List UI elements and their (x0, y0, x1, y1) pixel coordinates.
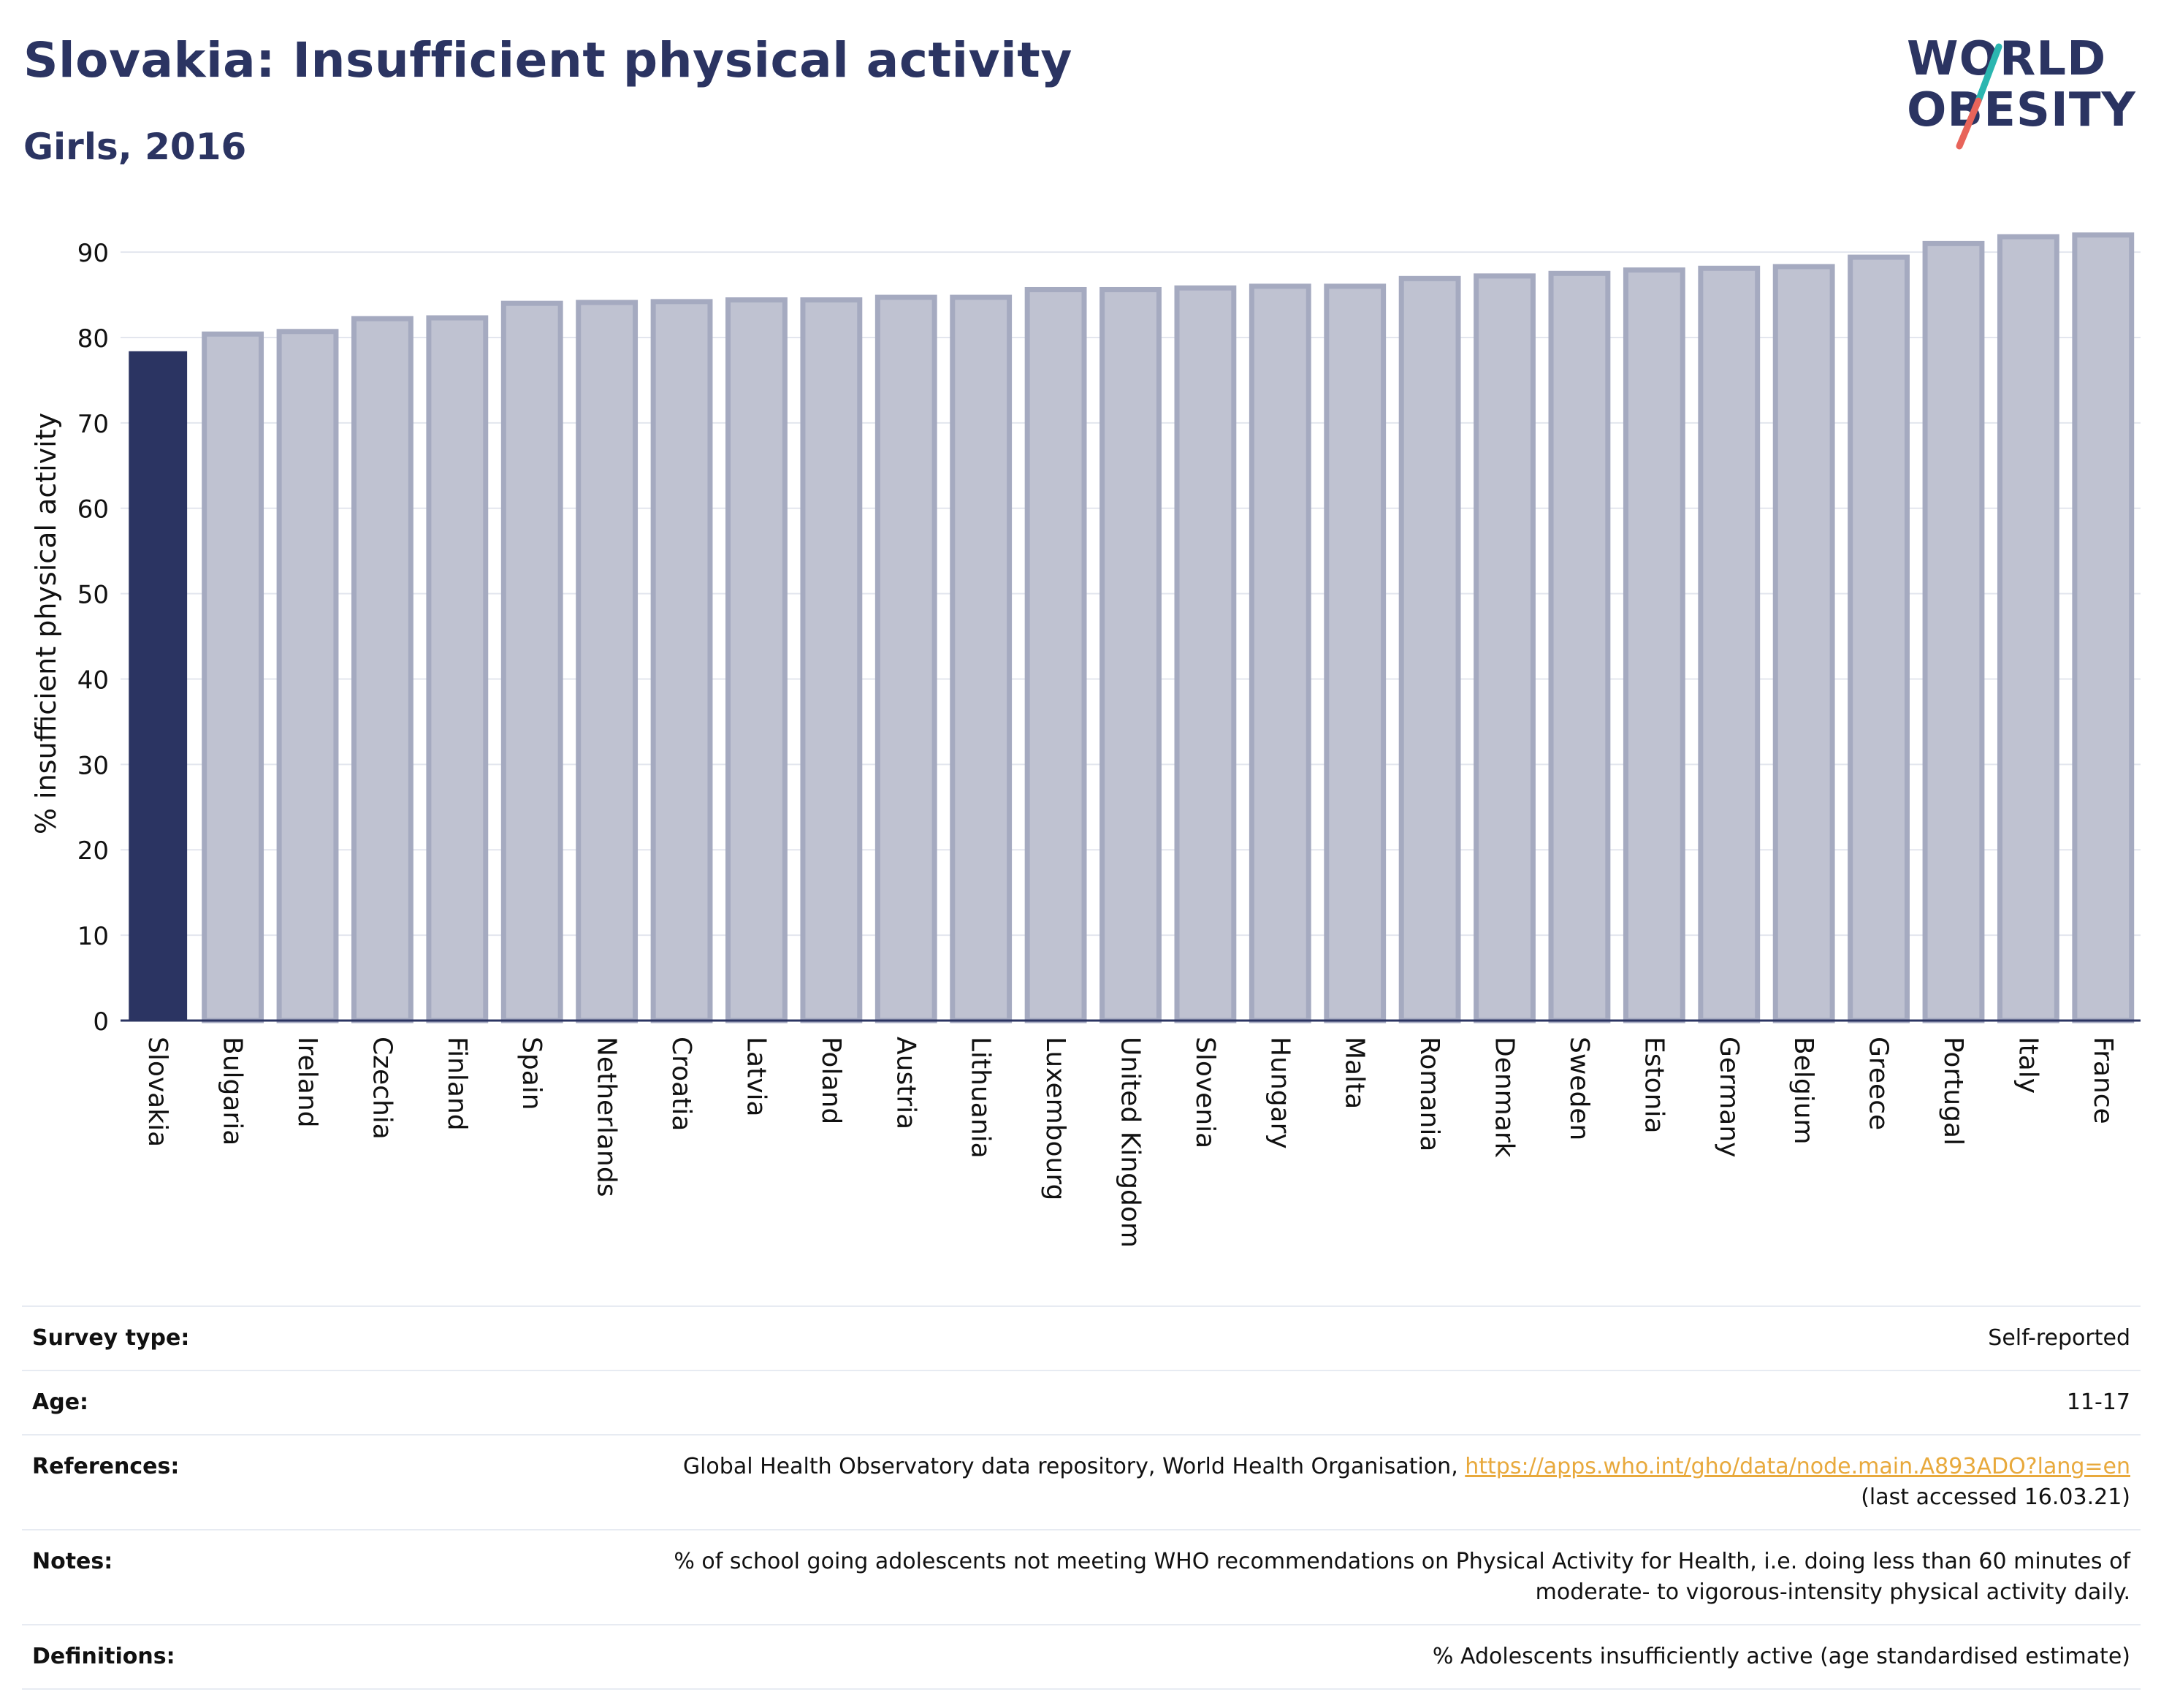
bar-chart: 0 10 20 30 40 50 60 70 80 90 % insufficient physic… (30, 232, 2141, 1248)
x-tick-label: Lithuania (966, 1037, 996, 1159)
bar (1922, 240, 1985, 1023)
bar (2072, 232, 2135, 1023)
chart-title: Slovakia: Insufficient physical activity (23, 32, 1072, 88)
bar (950, 294, 1013, 1023)
x-tick-label: Ireland (292, 1037, 322, 1128)
bar (1698, 265, 1761, 1023)
bar (1099, 286, 1162, 1023)
bar (202, 331, 264, 1023)
x-tick-label: Belgium (1788, 1037, 1818, 1145)
x-tick-label: Luxembourg (1040, 1037, 1070, 1200)
x-tick-label: Germany (1714, 1037, 1744, 1157)
references-value: Global Health Observatory data repositor… (481, 1435, 2141, 1530)
bar-highlight (129, 351, 188, 1022)
x-tick-label: Croatia (666, 1037, 696, 1131)
y-tick-label: 10 (77, 922, 109, 951)
y-tick-label: 30 (77, 751, 109, 780)
x-tick-label: Spain (517, 1037, 546, 1110)
bar (725, 297, 788, 1023)
bar (874, 294, 937, 1023)
bar (500, 300, 563, 1023)
y-tick-label: 60 (77, 495, 109, 525)
world-obesity-logo: WORLD OBESITY (1907, 22, 2141, 153)
y-tick-label: 0 (93, 1007, 109, 1037)
notes-line-1: % of school going adolescents not meetin… (674, 1549, 2130, 1574)
y-tick-label: 90 (77, 239, 109, 268)
info-table: Survey type: Self-reported Age: 11-17 Re… (22, 1305, 2141, 1690)
x-tick-label: Slovakia (142, 1037, 172, 1147)
logo-line-world: WORLD (1907, 32, 2107, 86)
x-tick-label: Italy (2013, 1037, 2043, 1094)
bar (1474, 273, 1536, 1023)
definitions-label: Definitions: (32, 1644, 175, 1669)
logo-slash-icon (1956, 43, 2002, 150)
x-tick-label: Latvia (741, 1037, 771, 1117)
x-tick-label: Denmark (1490, 1037, 1520, 1158)
references-access: (last accessed 16.03.21) (1861, 1484, 2130, 1510)
y-tick-label: 40 (77, 666, 109, 695)
bar (1772, 264, 1835, 1023)
references-label: References: (32, 1454, 180, 1479)
info-row-definitions: Definitions: % Adolescents insufficientl… (22, 1625, 2141, 1689)
bar (1324, 283, 1387, 1023)
bar (276, 329, 339, 1023)
bar (1024, 286, 1087, 1023)
bar (426, 315, 489, 1023)
chart-subtitle: Girls, 2016 (23, 126, 247, 168)
x-tick-label: Poland (816, 1037, 846, 1124)
y-tick-label: 20 (77, 836, 109, 866)
x-tick-label: United Kingdom (1116, 1037, 1146, 1248)
logo-line-obesity: OBESITY (1907, 83, 2136, 137)
survey-type-value: Self-reported (1988, 1325, 2130, 1351)
y-axis-label: % insufficient physical activity (30, 413, 62, 834)
bar (1174, 285, 1237, 1023)
x-tick-label: Slovenia (1190, 1037, 1220, 1148)
x-tick-label: Austria (891, 1037, 921, 1129)
bar (1623, 267, 1685, 1023)
info-row-age: Age: 11-17 (22, 1370, 2141, 1435)
x-tick-label: Greece (1864, 1037, 1894, 1130)
bar (1548, 270, 1611, 1023)
x-tick-label: Malta (1340, 1037, 1370, 1109)
age-label: Age: (32, 1389, 89, 1415)
x-tick-label: Netherlands (592, 1037, 622, 1197)
x-tick-label: Estonia (1639, 1037, 1669, 1134)
y-tick-label: 80 (77, 324, 109, 354)
references-link[interactable]: https://apps.who.int/gho/data/node.main.… (1465, 1454, 2130, 1479)
definitions-value: % Adolescents insufficiently active (age… (1432, 1644, 2130, 1669)
bar (576, 300, 639, 1023)
x-tick-label: Romania (1414, 1037, 1444, 1151)
bar (1848, 254, 1910, 1023)
notes-line-2: moderate- to vigorous-intensity physical… (1535, 1579, 2130, 1605)
x-tick-label: Finland (442, 1037, 472, 1131)
bar (800, 297, 863, 1023)
x-tick-label: Hungary (1265, 1037, 1295, 1149)
info-row-references: References: Global Health Observatory da… (22, 1435, 2141, 1530)
x-tick-label: Bulgaria (218, 1037, 248, 1145)
info-row-survey: Survey type: Self-reported (22, 1306, 2141, 1370)
notes-label: Notes: (32, 1549, 113, 1574)
age-value: 11-17 (2066, 1389, 2130, 1415)
bar (1249, 283, 1311, 1023)
x-tick-label: France (2088, 1037, 2118, 1124)
bar (1398, 275, 1461, 1023)
bar (351, 316, 413, 1023)
bar (650, 299, 713, 1023)
x-tick-label: Portugal (1938, 1037, 1968, 1145)
x-tick-label: Sweden (1564, 1037, 1594, 1140)
references-text: Global Health Observatory data repositor… (682, 1454, 1466, 1479)
info-row-notes: Notes: % of school going adolescents not… (22, 1530, 2141, 1625)
bar (1997, 234, 2059, 1023)
notes-value: % of school going adolescents not meetin… (481, 1530, 2141, 1625)
survey-type-label: Survey type: (32, 1325, 190, 1351)
x-tick-label: Czechia (367, 1037, 397, 1140)
y-tick-label: 50 (77, 581, 109, 610)
y-tick-label: 70 (77, 410, 109, 439)
